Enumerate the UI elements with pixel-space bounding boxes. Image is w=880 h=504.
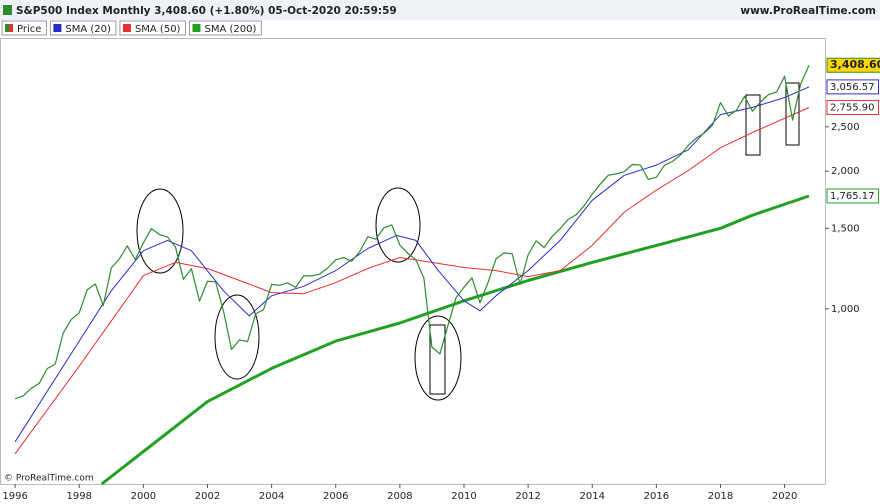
- plot-frame: [0, 38, 826, 485]
- legend-item: [1, 20, 47, 36]
- last-value-label: 3,408.60: [830, 58, 880, 71]
- header-bar: [0, 0, 880, 20]
- y-tick-label: 1,500: [831, 223, 860, 234]
- x-tick-label: 2018: [708, 491, 733, 502]
- y-tick-label: 2,500: [831, 122, 860, 133]
- legend-item: [49, 20, 117, 36]
- series-line: [14, 64, 810, 400]
- y-tick-label: 1,000: [831, 304, 860, 315]
- annotation-box: [429, 324, 446, 395]
- x-tick-label: 2010: [451, 491, 476, 502]
- legend-item: [188, 20, 262, 36]
- last-value-label: 1,765.17: [830, 191, 875, 202]
- chart-title: S&P500 Index Monthly 3,408.60 (+1.80%) 0…: [16, 5, 397, 17]
- annotations: [136, 82, 800, 401]
- legend-swatch: [9, 24, 13, 32]
- x-tick-label: 2012: [515, 491, 540, 502]
- x-tick-label: 2006: [323, 491, 348, 502]
- legend-swatch: [5, 24, 9, 32]
- last-value-box: [826, 188, 880, 204]
- legend-label: SMA (20): [65, 24, 111, 35]
- legend-label: SMA (50): [135, 24, 181, 35]
- series-line: [100, 194, 810, 486]
- x-tick-label: 1998: [67, 491, 92, 502]
- legend-item: [119, 20, 186, 36]
- x-tick-label: 2014: [580, 491, 605, 502]
- legend-swatch: [53, 24, 62, 32]
- series-line: [14, 86, 810, 443]
- legend-label: SMA (200): [204, 24, 256, 35]
- annotation-box: [745, 94, 761, 156]
- x-tick-label: 1996: [2, 491, 27, 502]
- x-tick-label: 2008: [387, 491, 412, 502]
- last-value-box: [826, 79, 880, 95]
- annotation-ellipse: [136, 188, 184, 274]
- annotation-box: [785, 82, 800, 146]
- legend-swatch: [192, 24, 201, 32]
- legend-label: Price: [17, 24, 41, 35]
- site-name: www.ProRealTime.com: [740, 5, 876, 17]
- last-value-box: [826, 57, 880, 73]
- y-tick-label: 2,000: [831, 166, 860, 177]
- x-tick-label: 2020: [772, 491, 797, 502]
- annotation-ellipse: [414, 315, 462, 401]
- x-tick-label: 2000: [131, 491, 156, 502]
- last-value-box: [826, 99, 880, 115]
- last-value-label: 3,056.57: [830, 82, 875, 93]
- annotation-ellipse: [214, 294, 260, 380]
- x-tick-label: 2004: [259, 491, 284, 502]
- annotation-ellipse: [375, 187, 421, 263]
- header-icon: [3, 5, 12, 15]
- legend-swatch: [122, 24, 131, 32]
- last-value-label: 2,755.90: [830, 102, 875, 113]
- x-tick-label: 2002: [195, 491, 220, 502]
- legend: Price SMA (20) SMA (50) SMA (200): [1, 20, 262, 36]
- x-tick-label: 2016: [644, 491, 669, 502]
- credit: © ProRealTime.com: [4, 474, 94, 484]
